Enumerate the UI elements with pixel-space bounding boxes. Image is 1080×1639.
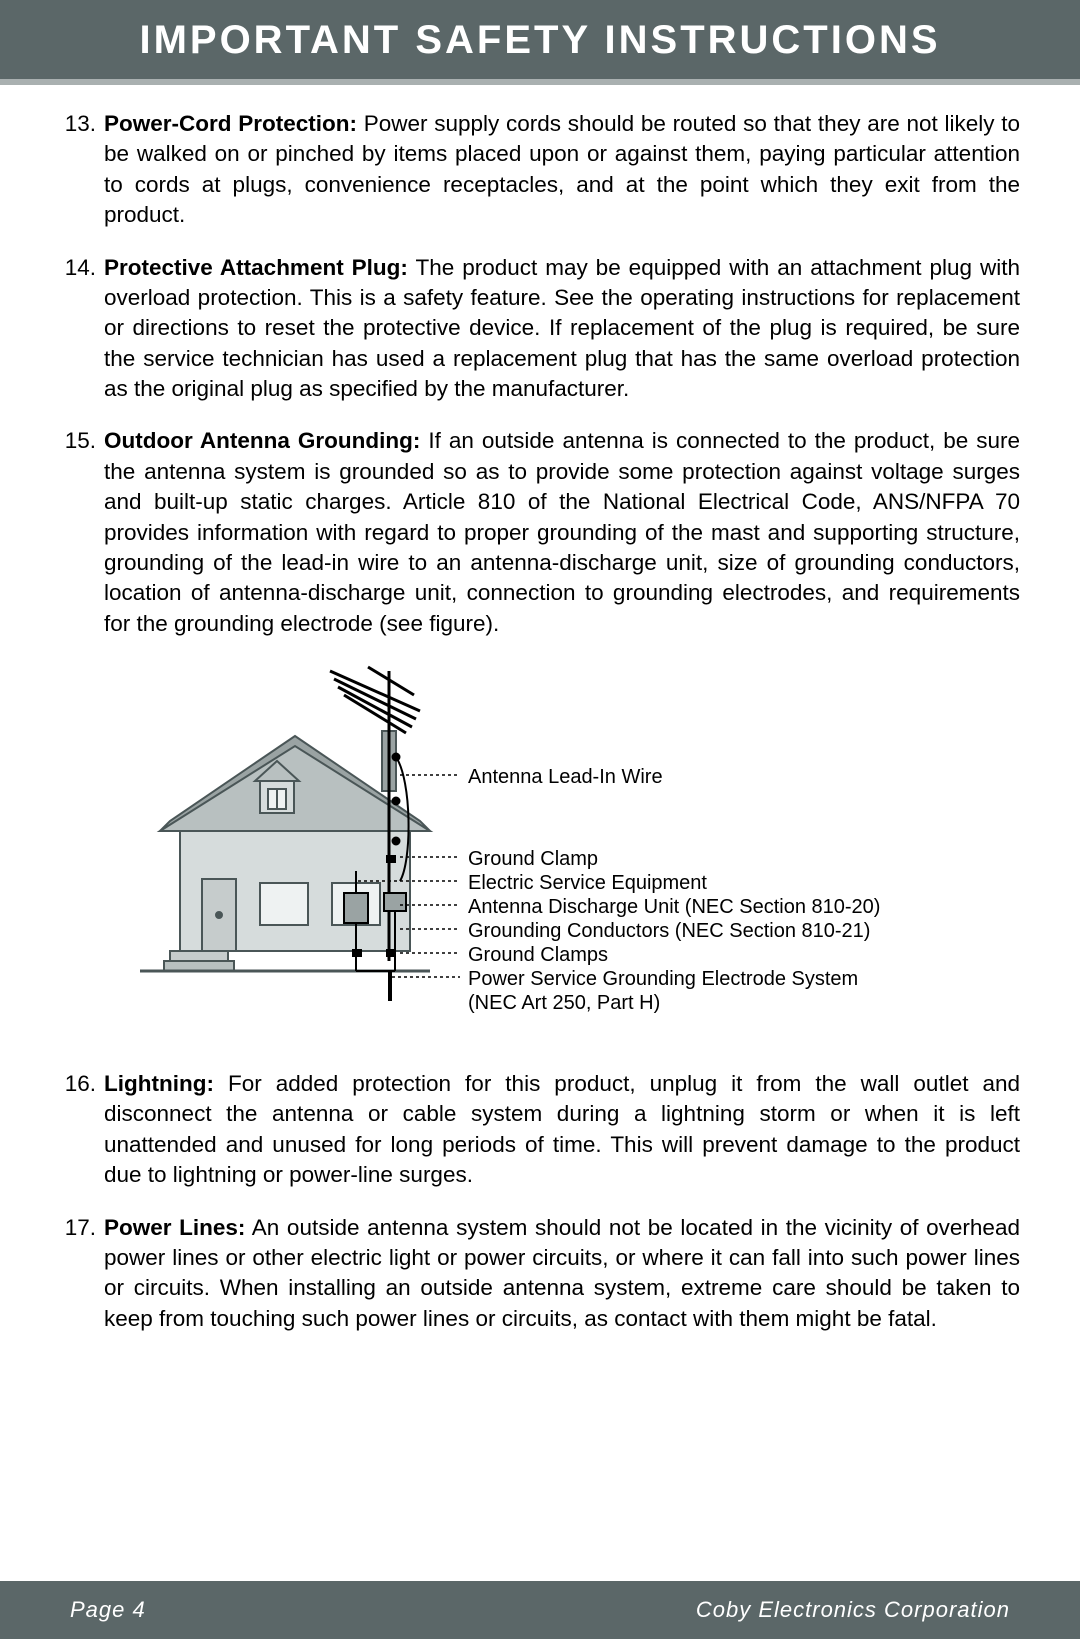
grounding-figure-wrap: Antenna Lead-In Wire Ground Clamp Electr… [60, 661, 1020, 1041]
item-body: Outdoor Antenna Grounding: If an outside… [104, 426, 1020, 639]
instruction-item: 14. Protective Attachment Plug: The prod… [60, 253, 1020, 405]
figure-label: Power Service Grounding Electrode System [468, 967, 858, 991]
item-body: Power Lines: An outside antenna system s… [104, 1213, 1020, 1335]
page-title: IMPORTANT SAFETY INSTRUCTIONS [0, 18, 1080, 63]
header-bar: IMPORTANT SAFETY INSTRUCTIONS [0, 0, 1080, 85]
figure-label: Antenna Lead-In Wire [468, 765, 663, 789]
item-title: Lightning: [104, 1071, 214, 1096]
item-title: Outdoor Antenna Grounding: [104, 428, 420, 453]
instruction-item: 17. Power Lines: An outside antenna syst… [60, 1213, 1020, 1335]
figure-label: Electric Service Equipment [468, 871, 707, 895]
item-title: Power Lines: [104, 1215, 245, 1240]
instruction-item: 16. Lightning: For added protection for … [60, 1069, 1020, 1191]
figure-label: Grounding Conductors (NEC Section 810-21… [468, 919, 870, 943]
item-body: Protective Attachment Plug: The product … [104, 253, 1020, 405]
content-area: 13. Power-Cord Protection: Power supply … [0, 85, 1080, 1334]
instruction-item: 15. Outdoor Antenna Grounding: If an out… [60, 426, 1020, 639]
page-number: Page 4 [70, 1597, 146, 1623]
item-number: 16. [60, 1069, 104, 1191]
figure-label: Antenna Discharge Unit (NEC Section 810-… [468, 895, 880, 919]
figure-label: Ground Clamp [468, 847, 598, 871]
footer-bar: Page 4 Coby Electronics Corporation [0, 1581, 1080, 1639]
instruction-item: 13. Power-Cord Protection: Power supply … [60, 109, 1020, 231]
item-number: 15. [60, 426, 104, 639]
item-number: 14. [60, 253, 104, 405]
item-text: For added protection for this product, u… [104, 1071, 1020, 1187]
figure-label: (NEC Art 250, Part H) [468, 991, 660, 1015]
item-body: Lightning: For added protection for this… [104, 1069, 1020, 1191]
item-title: Power-Cord Protection: [104, 111, 357, 136]
item-number: 17. [60, 1213, 104, 1335]
grounding-figure: Antenna Lead-In Wire Ground Clamp Electr… [100, 661, 980, 1041]
item-number: 13. [60, 109, 104, 231]
figure-label: Ground Clamps [468, 943, 608, 967]
item-body: Power-Cord Protection: Power supply cord… [104, 109, 1020, 231]
company-name: Coby Electronics Corporation [696, 1597, 1010, 1623]
item-title: Protective Attachment Plug: [104, 255, 408, 280]
item-text: If an outside antenna is connected to th… [104, 428, 1020, 635]
